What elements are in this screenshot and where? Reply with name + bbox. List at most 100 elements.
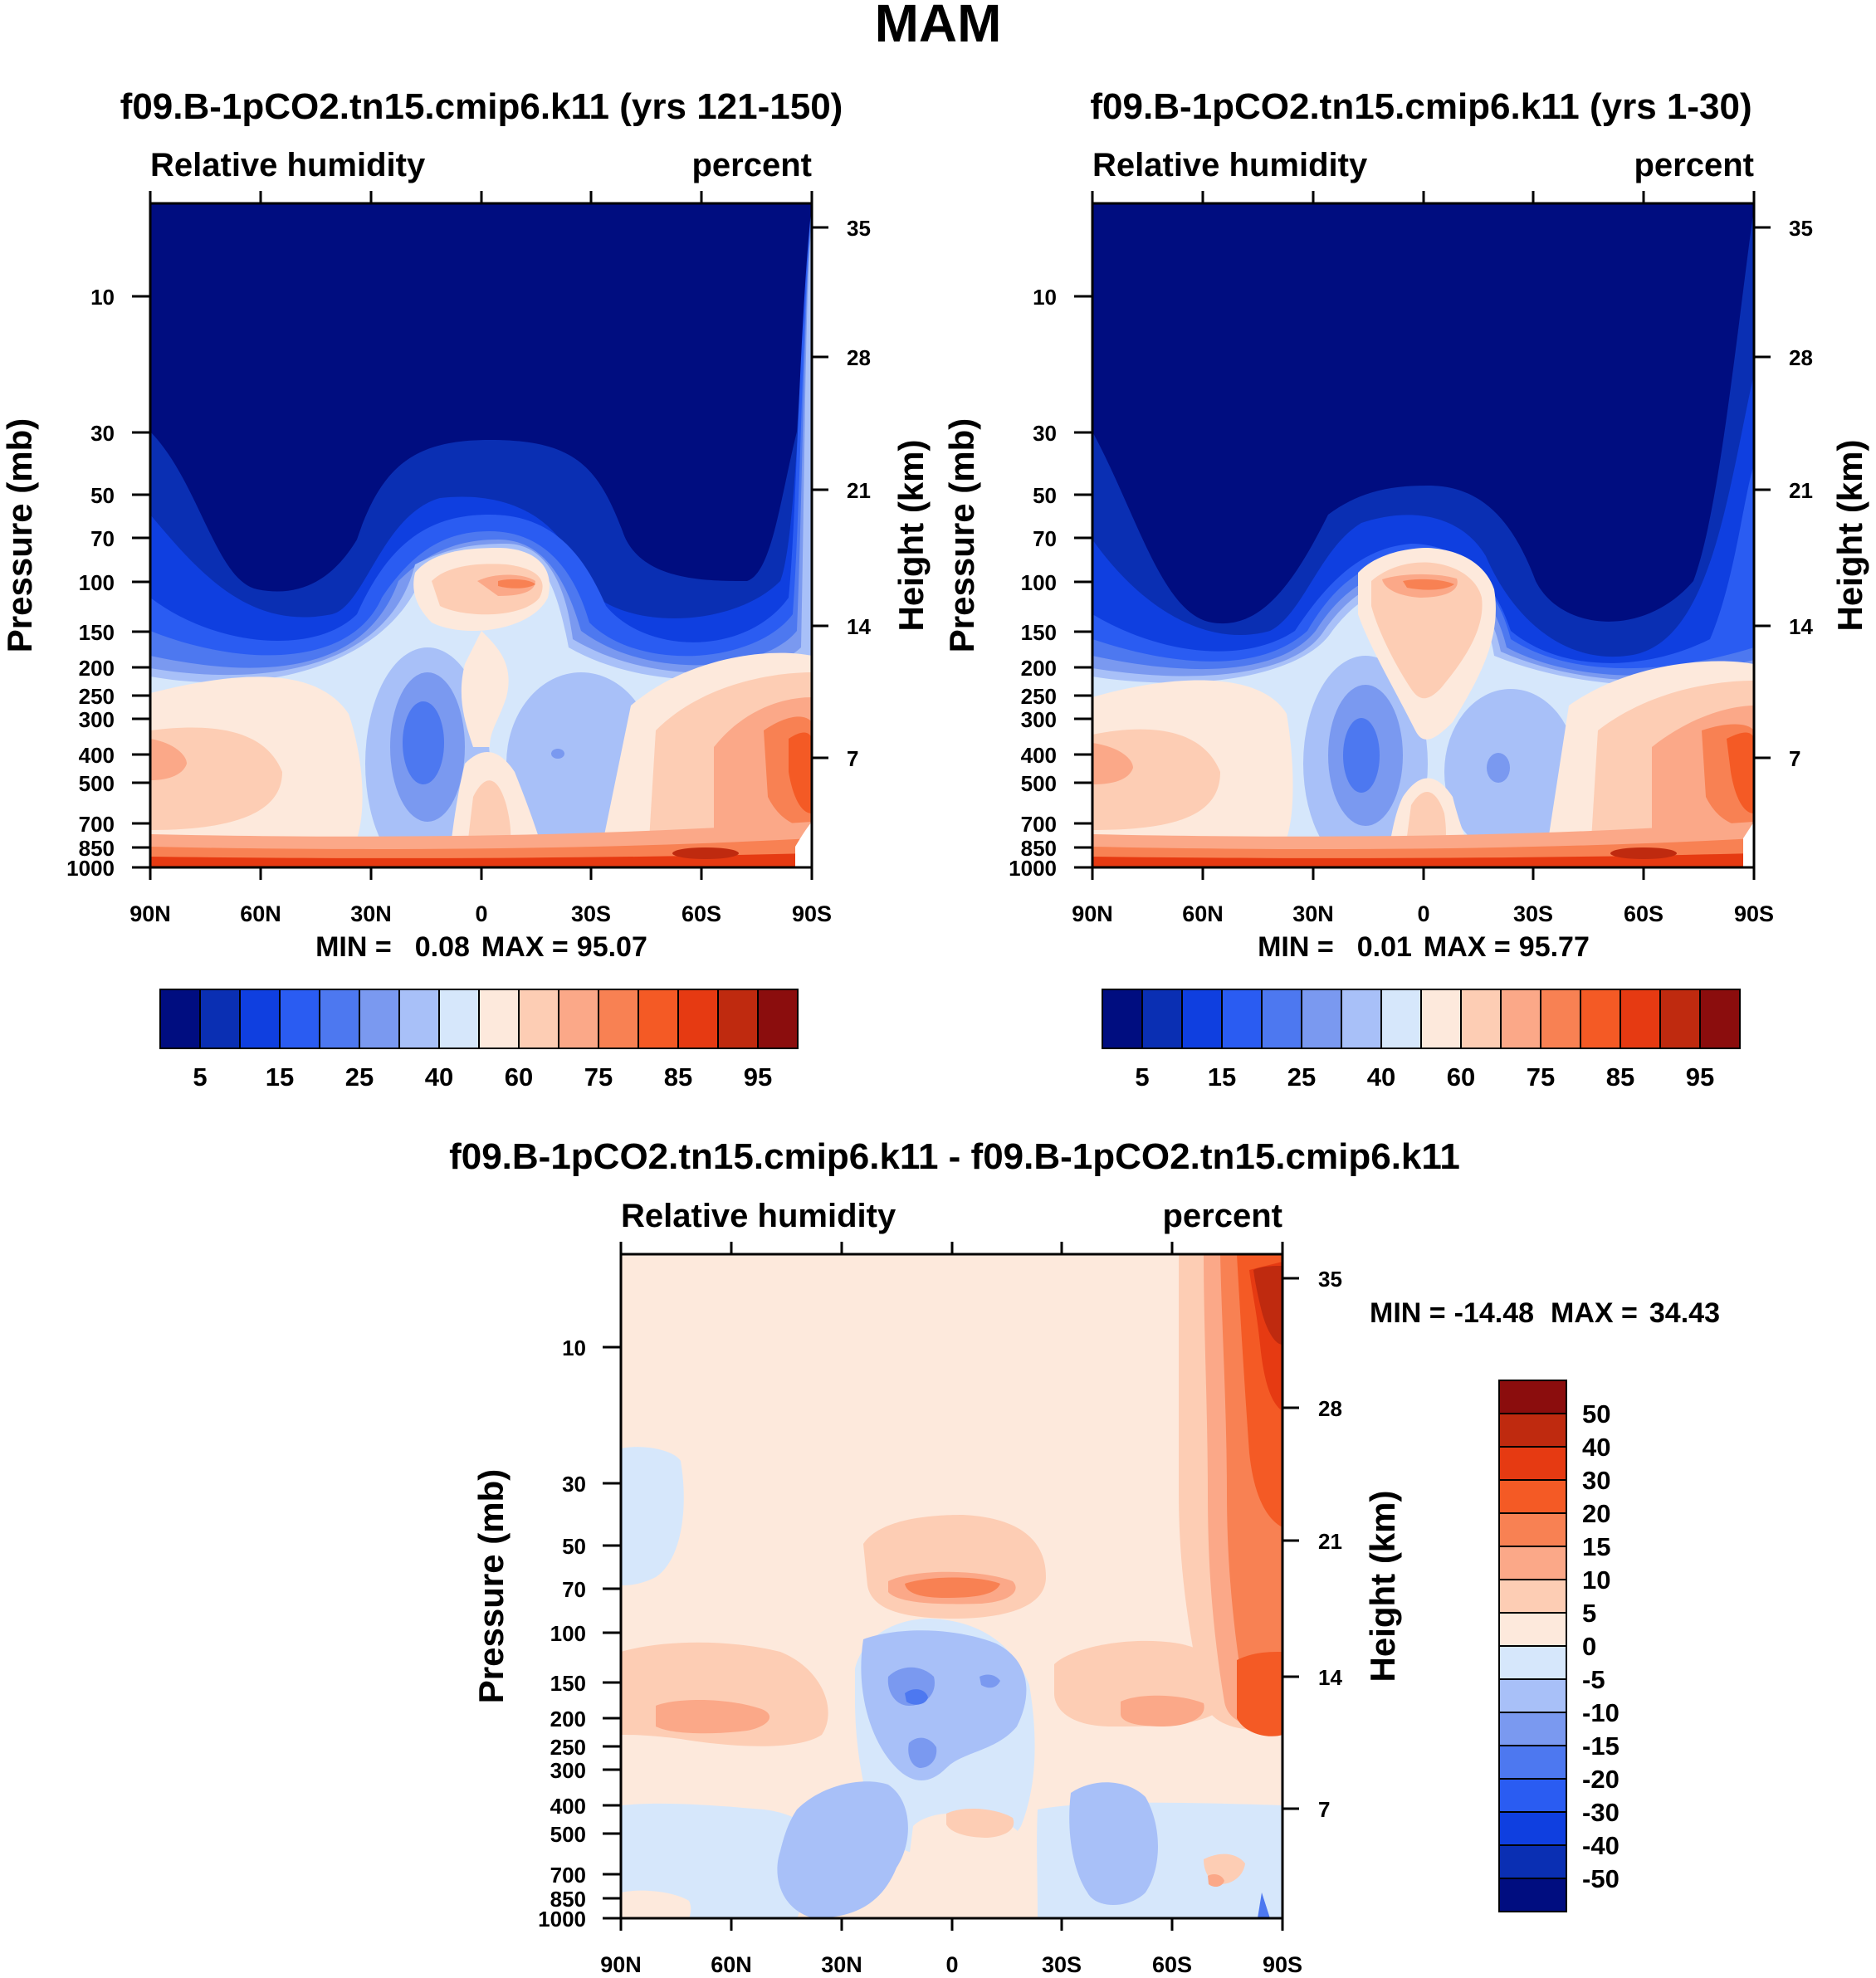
panel-right-y2label: Height (km): [1830, 440, 1869, 632]
colorbar-swatch: [1498, 1878, 1567, 1912]
panel-diff-ylabel: Pressure (mb): [471, 1469, 511, 1703]
panel-right-ytick: 500: [1021, 771, 1057, 796]
panel-right-xtick: 30S: [1513, 901, 1553, 926]
colorbar-swatch: [1181, 989, 1223, 1049]
colorbar-swatch: [1498, 1479, 1567, 1514]
colorbar-swatch: [478, 989, 520, 1049]
panel-right-xtick: 30N: [1292, 901, 1334, 926]
colorbar-swatch: [638, 989, 679, 1049]
panel-left-y2tick: 21: [847, 478, 871, 503]
panel-left-ytick: 150: [79, 620, 115, 645]
panel-right-xtick: 60S: [1624, 901, 1663, 926]
panel-diff-colorbar-label: -15: [1582, 1731, 1620, 1761]
panel-diff-xtick: 30N: [821, 1952, 862, 1977]
panel-left-xtick: 30N: [350, 901, 392, 926]
panel-right-colorbar-label: 25: [1287, 1062, 1316, 1092]
panel-right: f09.B-1pCO2.tn15.cmip6.k11 (yrs 1-30) Re…: [942, 86, 1869, 1092]
panel-left-ytick: 250: [79, 684, 115, 709]
panel-diff-colorbar-label: 15: [1582, 1532, 1610, 1561]
panel-right-ytick: 200: [1021, 656, 1057, 681]
panel-diff-contours: [621, 1254, 1282, 1918]
colorbar-swatch: [1460, 989, 1502, 1049]
panel-diff-ytick: 30: [562, 1472, 586, 1497]
colorbar-swatch: [1498, 1811, 1567, 1846]
panel-left-colorbar-label: 75: [584, 1062, 613, 1092]
panel-left-xtick: 0: [475, 901, 487, 926]
colorbar-swatch: [1498, 1778, 1567, 1813]
panel-left-y2tick: 35: [847, 216, 871, 241]
colorbar-swatch: [1498, 1844, 1567, 1879]
panel-right-ytick: 150: [1021, 620, 1057, 645]
panel-left-y2tick: 14: [847, 614, 871, 639]
colorbar-swatch: [598, 989, 639, 1049]
panel-right-units-label: percent: [1634, 147, 1755, 183]
panel-diff: f09.B-1pCO2.tn15.cmip6.k11 - f09.B-1pCO2…: [449, 1136, 1720, 1977]
panel-diff-colorbar-label: 50: [1582, 1399, 1610, 1429]
colorbar-swatch: [1498, 1446, 1567, 1481]
panel-right-contours: [1092, 203, 1754, 867]
colorbar-swatch: [717, 989, 759, 1049]
panel-right-colorbar-label: 60: [1447, 1062, 1475, 1092]
colorbar-swatch: [1580, 989, 1621, 1049]
colorbar-swatch: [1498, 1546, 1567, 1580]
panel-diff-ytick: 10: [562, 1336, 586, 1360]
panel-left-y2label: Height (km): [892, 440, 931, 632]
panel-right-xtick: 90N: [1072, 901, 1113, 926]
colorbar-swatch: [558, 989, 599, 1049]
colorbar-swatch: [677, 989, 719, 1049]
panel-diff-y2tick: 14: [1318, 1665, 1342, 1690]
panel-right-ytick: 300: [1021, 707, 1057, 732]
panel-diff-xtick: 0: [945, 1952, 958, 1977]
colorbar-swatch: [1380, 989, 1422, 1049]
panel-diff-variable-label: Relative humidity: [621, 1198, 896, 1234]
panel-right-colorbar-label: 15: [1208, 1062, 1236, 1092]
panel-diff-colorbar-label: 40: [1582, 1433, 1610, 1462]
panel-diff-colorbar-label: -20: [1582, 1765, 1620, 1794]
panel-right-y2tick: 28: [1789, 345, 1813, 370]
panel-right-colorbar-label: 75: [1527, 1062, 1555, 1092]
panel-diff-xtick: 90N: [600, 1952, 642, 1977]
figure-title: MAM: [875, 0, 1002, 53]
panel-left-contours: [150, 203, 812, 867]
colorbar-swatch: [1659, 989, 1701, 1049]
panel-right-ytick: 400: [1021, 743, 1057, 768]
panel-left-ytick: 300: [79, 707, 115, 732]
colorbar-swatch: [1301, 989, 1342, 1049]
panel-left-xtick: 60N: [240, 901, 281, 926]
panel-diff-colorbar-label: -40: [1582, 1831, 1620, 1860]
panel-right-ylabel: Pressure (mb): [942, 418, 981, 652]
panel-left-units-label: percent: [692, 147, 813, 183]
panel-right-colorbar-label: 95: [1686, 1062, 1714, 1092]
panel-right-ytick: 50: [1033, 483, 1057, 508]
panel-left-xtick: 90S: [792, 901, 832, 926]
colorbar-swatch: [1498, 1645, 1567, 1680]
panel-diff-colorbar-label: -50: [1582, 1864, 1620, 1893]
panel-right-ytick: 250: [1021, 684, 1057, 709]
panel-left-ytick: 100: [79, 570, 115, 595]
panel-diff-ytick: 50: [562, 1534, 586, 1559]
colorbar-swatch: [159, 989, 201, 1049]
panel-left-xtick: 30S: [571, 901, 611, 926]
panel-left-colorbar-label: 15: [266, 1062, 294, 1092]
panel-diff-ytick: 70: [562, 1577, 586, 1602]
panel-right-xtick: 60N: [1182, 901, 1224, 926]
panel-right-y2tick: 14: [1789, 614, 1813, 639]
panel-diff-ytick: 250: [550, 1735, 586, 1760]
panel-diff-ytick: 300: [550, 1758, 586, 1783]
panel-left-ytick: 10: [90, 285, 115, 310]
colorbar-swatch: [1341, 989, 1382, 1049]
colorbar-swatch: [1699, 989, 1741, 1049]
colorbar-swatch: [319, 989, 360, 1049]
panel-diff-colorbar-label: 0: [1582, 1632, 1596, 1661]
colorbar-swatch: [1221, 989, 1263, 1049]
panel-left-xtick: 60S: [682, 901, 721, 926]
panel-diff-xtick: 30S: [1042, 1952, 1082, 1977]
colorbar-swatch: [1620, 989, 1661, 1049]
panel-left-ticks: [132, 191, 828, 880]
colorbar-swatch: [1498, 1413, 1567, 1448]
colorbar-swatch: [1498, 1678, 1567, 1713]
colorbar-swatch: [1498, 1579, 1567, 1614]
panel-right-minmax: MIN = 0.01 MAX = 95.77: [1258, 931, 1590, 963]
panel-diff-y2label: Height (km): [1363, 1491, 1402, 1683]
